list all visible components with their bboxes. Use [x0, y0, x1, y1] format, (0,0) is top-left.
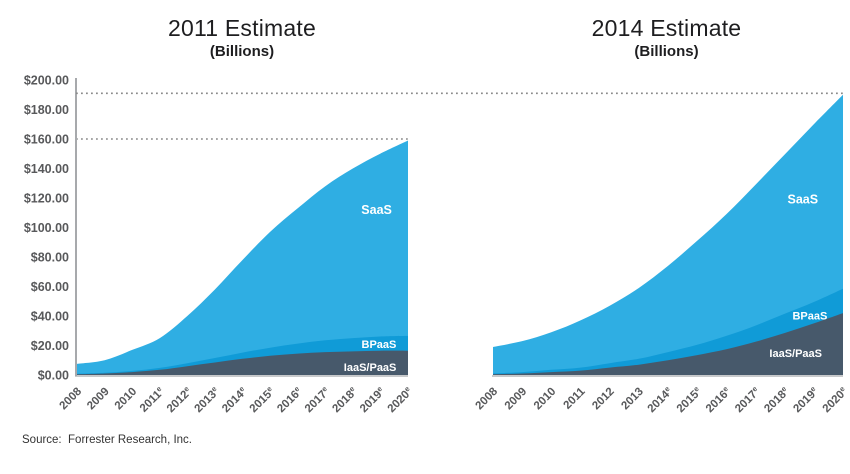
x-tick-label: 2014e [219, 384, 250, 415]
y-tick-label: $40.00 [31, 310, 69, 324]
area-iaas-paas [493, 313, 843, 375]
x-tick-label: 2017e [732, 384, 763, 415]
x-tick-label: 2016e [702, 384, 733, 415]
area-saas [77, 140, 408, 375]
x-tick-label: 2011e [136, 384, 166, 414]
x-tick-label: 2010 [113, 386, 140, 413]
y-tick-label: $180.00 [24, 103, 69, 117]
x-tick-label: 2008 [58, 385, 85, 412]
y-tick-label: $100.00 [24, 221, 69, 235]
x-tick-label: 2019e [790, 384, 821, 415]
chart-2014-title-block: 2014 Estimate (Billions) [490, 15, 843, 61]
x-tick-label: 2014e [644, 384, 675, 415]
x-tick-label: 2019e [357, 384, 388, 415]
y-tick-label: $20.00 [31, 339, 69, 353]
y-tick-label: $140.00 [24, 162, 69, 176]
chart-2011-title-block: 2011 Estimate (Billions) [76, 15, 408, 61]
x-tick-label: 2013e [191, 384, 222, 415]
series-label-bpaas: BPaaS [362, 339, 397, 351]
x-tick-label: 2018e [761, 384, 792, 415]
y-tick-label: $80.00 [31, 251, 69, 265]
x-tick-label: 2008 [474, 385, 501, 412]
x-tick-label: 2011 [561, 385, 588, 412]
x-tick-label: 2012 [590, 386, 617, 413]
series-label-bpaas: BPaaS [792, 310, 827, 322]
x-tick-label: 2020e [384, 384, 415, 415]
source-note: Source: Forrester Research, Inc. [22, 434, 193, 446]
x-tick-label: 2017e [301, 384, 332, 415]
x-tick-label: 2012e [163, 384, 194, 415]
area-iaas-paas [77, 350, 408, 375]
x-tick-label: 2015e [673, 384, 704, 415]
y-tick-label: $120.00 [24, 192, 69, 206]
x-tick-label: 2010 [532, 386, 559, 413]
series-label-saas: SaaS [788, 193, 819, 207]
x-tick-label: 2009 [503, 386, 530, 413]
y-tick-label: $160.00 [24, 133, 69, 147]
chart-2014-subtitle: (Billions) [634, 43, 699, 60]
series-label-iaas-paas: IaaS/PaaS [344, 362, 397, 374]
y-tick-label: $60.00 [31, 280, 69, 294]
y-tick-label: $200.00 [24, 74, 69, 88]
y-tick-label: $0.00 [38, 369, 69, 383]
x-tick-label: 2016e [274, 384, 305, 415]
x-tick-label: 2015e [246, 384, 277, 415]
x-tick-label: 2018e [329, 384, 360, 415]
area-saas [493, 94, 843, 376]
x-tick-label: 2009 [85, 386, 112, 413]
x-tick-label: 2020e [819, 384, 850, 415]
chart-2014-title: 2014 Estimate [591, 15, 742, 41]
x-tick-label: 2013 [619, 386, 646, 413]
chart-2011-title: 2011 Estimate [168, 15, 316, 41]
series-label-iaas-paas: IaaS/PaaS [769, 348, 822, 360]
chart-2011-subtitle: (Billions) [209, 43, 275, 60]
series-label-saas: SaaS [361, 203, 392, 217]
